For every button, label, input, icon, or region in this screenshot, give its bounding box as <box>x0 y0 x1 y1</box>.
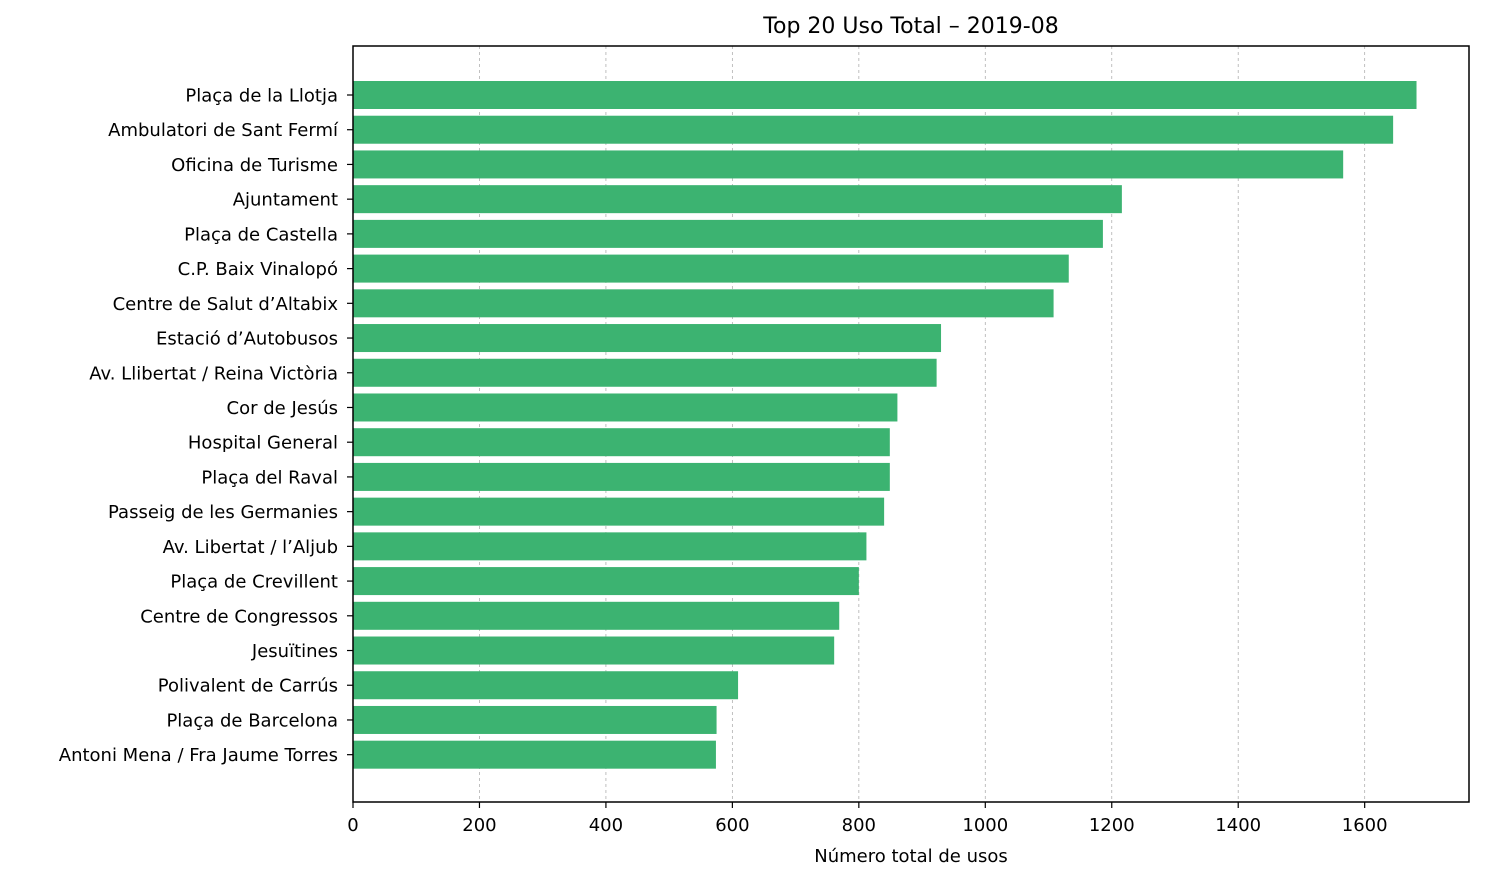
x-axis: 0 200 400 600 800 1000 1200 1400 1600 <box>347 802 1388 836</box>
y-tick-label: Cor de Jesús <box>227 398 338 419</box>
x-tick-label: 600 <box>715 815 749 836</box>
y-tick-label: Polivalent de Carrús <box>158 676 338 697</box>
y-tick-label: Hospital General <box>188 433 338 454</box>
bar <box>353 324 942 353</box>
y-tick-label: Oficina de Turisme <box>171 155 338 176</box>
bar <box>353 462 890 491</box>
x-tick-label: 200 <box>462 815 496 836</box>
y-tick-label: Plaça de Barcelona <box>166 710 338 731</box>
y-tick-label: Plaça de Crevillent <box>170 572 338 593</box>
x-axis-title: Número total de usos <box>814 846 1008 867</box>
bar <box>353 81 1417 109</box>
bar <box>353 219 1103 248</box>
bar <box>353 705 717 734</box>
x-tick-label: 800 <box>842 815 876 836</box>
bars <box>353 81 1417 769</box>
bar <box>353 567 859 596</box>
y-tick-label: Antoni Mena / Fra Jaume Torres <box>59 745 338 766</box>
bar <box>353 115 1394 144</box>
y-axis: Plaça de la Llotja Ambulatori de Sant Fer… <box>59 86 353 766</box>
y-tick-label: Ajuntament <box>233 190 338 211</box>
y-tick-label: Av. Llibertat / Reina Victòria <box>89 363 338 384</box>
chart-title: Top 20 Uso Total – 2019-08 <box>762 14 1058 39</box>
bar <box>353 671 739 700</box>
y-tick-label: Centre de Salut d’Altabix <box>113 294 339 315</box>
y-tick-label: Av. Libertat / l’Aljub <box>163 537 338 558</box>
y-tick-label: Plaça de Castella <box>184 224 338 245</box>
plot-frame <box>352 45 1470 803</box>
y-tick-label: Plaça del Raval <box>201 467 338 488</box>
bar <box>353 740 716 769</box>
bar <box>353 636 835 665</box>
bar <box>353 254 1069 283</box>
y-tick-label: Ambulatori de Sant Fermí <box>108 120 339 141</box>
bar <box>353 532 867 561</box>
bar <box>353 393 898 422</box>
x-tick-label: 1000 <box>962 815 1008 836</box>
bar <box>353 601 840 630</box>
y-tick-label: Plaça de la Llotja <box>185 86 338 107</box>
x-tick-label: 1600 <box>1342 815 1388 836</box>
bar <box>353 358 937 387</box>
x-tick-label: 1400 <box>1215 815 1261 836</box>
bar <box>353 185 1122 214</box>
y-tick-label: Jesuïtines <box>251 641 338 662</box>
y-tick-label: Passeig de les Germanies <box>108 502 338 523</box>
bar <box>353 428 890 457</box>
x-tick-label: 400 <box>589 815 623 836</box>
y-tick-label: C.P. Baix Vinalopó <box>178 259 338 280</box>
x-tick-label: 1200 <box>1089 815 1135 836</box>
bar <box>353 289 1054 318</box>
bar <box>353 150 1344 179</box>
y-tick-label: Centre de Congressos <box>140 606 338 627</box>
x-tick-label: 0 <box>347 815 358 836</box>
bar <box>353 497 885 526</box>
y-tick-label: Estació d’Autobusos <box>156 329 338 350</box>
